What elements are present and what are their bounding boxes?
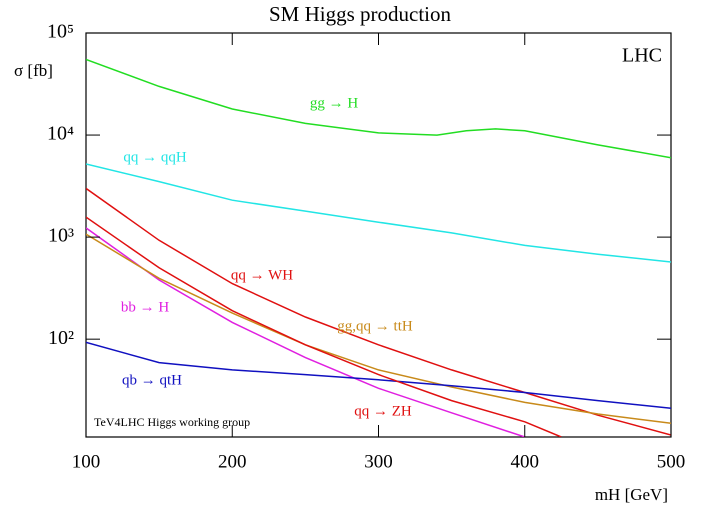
annotation: TeV4LHC Higgs working group — [94, 415, 250, 429]
series-label: gg,qq → ttH — [337, 318, 413, 334]
y-tick-label: 10³ — [48, 225, 74, 247]
x-tick-label: 200 — [218, 451, 247, 472]
series-label: qq → qqH — [123, 149, 187, 165]
series-line — [86, 58, 671, 159]
x-tick-label: 500 — [657, 451, 686, 472]
annotation: LHC — [622, 45, 662, 67]
plot-area — [86, 58, 671, 437]
series-line — [86, 187, 671, 436]
y-tick-label: 10² — [48, 327, 74, 349]
series-label: gg → H — [310, 95, 359, 111]
series-line — [86, 341, 671, 410]
series-label: qq → ZH — [354, 403, 412, 419]
y-axis-label: σ [fb] — [14, 61, 53, 80]
y-tick-label: 10⁴ — [47, 123, 74, 145]
x-tick-label: 300 — [364, 451, 393, 472]
series-label: qb → qtH — [122, 372, 182, 388]
x-tick-label: 100 — [72, 451, 101, 472]
series-line — [86, 163, 671, 263]
x-tick-label: 400 — [511, 451, 540, 472]
series-label: qq → WH — [231, 267, 293, 283]
y-tick-label: 10⁵ — [47, 21, 74, 43]
series-line — [86, 216, 562, 437]
series-label: bb → H — [121, 299, 170, 315]
chart-title: SM Higgs production — [269, 2, 452, 26]
series-line — [86, 227, 526, 437]
series-line — [86, 233, 671, 425]
x-axis-label: mH [GeV] — [595, 485, 668, 504]
